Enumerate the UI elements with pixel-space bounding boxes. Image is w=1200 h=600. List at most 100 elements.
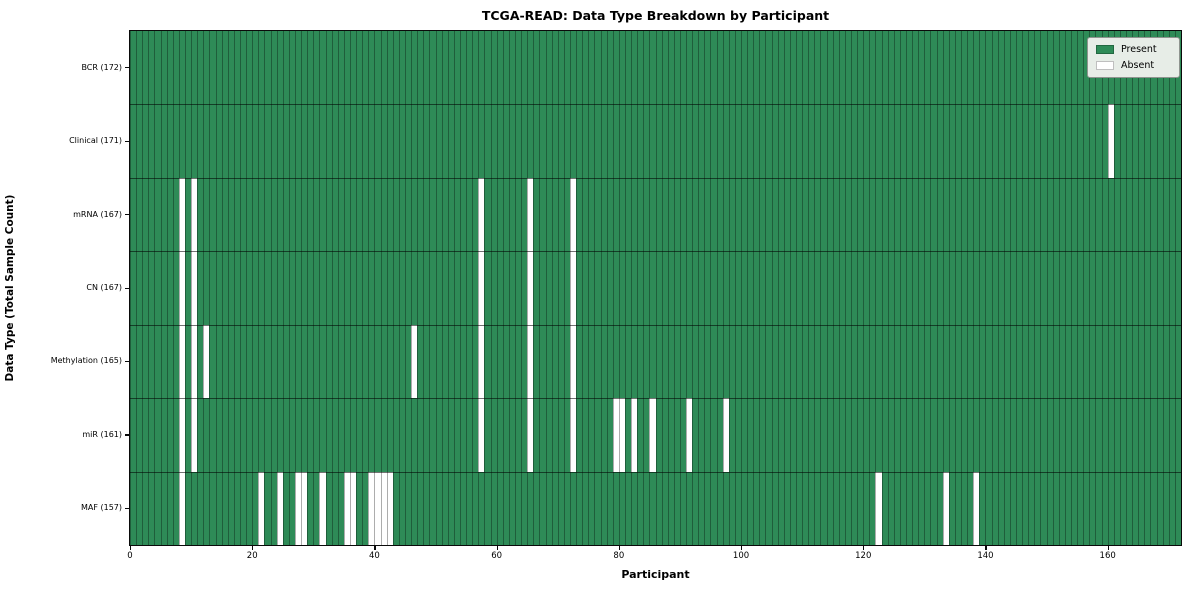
heatmap-cell <box>661 398 669 472</box>
heatmap-cell <box>1071 251 1078 325</box>
heatmap-cell <box>777 471 785 545</box>
heatmap-cell <box>307 324 314 399</box>
heatmap-cell <box>521 324 528 399</box>
heatmap-cell <box>606 31 614 105</box>
heatmap-cell <box>447 398 455 472</box>
heatmap-cell <box>906 104 913 178</box>
heatmap-cell <box>319 324 327 399</box>
heatmap-cell <box>184 251 192 325</box>
heatmap-cell <box>288 177 296 252</box>
heatmap-cell <box>765 398 773 472</box>
heatmap-cell <box>679 398 687 472</box>
heatmap-cell <box>826 398 834 472</box>
heatmap-cell <box>331 471 339 545</box>
heatmap-cell <box>1064 398 1072 472</box>
heatmap-cell <box>313 324 320 399</box>
heatmap-cell <box>301 324 308 399</box>
heatmap-cell <box>655 398 663 472</box>
heatmap-cell <box>576 251 583 325</box>
heatmap-cell <box>527 471 534 545</box>
heatmap-cell <box>667 398 675 472</box>
heatmap-cell <box>600 177 608 252</box>
heatmap-cell <box>380 31 388 105</box>
heatmap-cell <box>533 324 540 399</box>
x-tick-mark <box>1107 546 1109 550</box>
row-boundary-line <box>130 177 1181 179</box>
heatmap-cell <box>844 324 852 399</box>
heatmap-cell <box>148 251 155 325</box>
heatmap-cell <box>521 398 528 472</box>
heatmap-cell <box>148 398 155 472</box>
heatmap-cell <box>447 251 455 325</box>
heatmap-cell <box>820 398 828 472</box>
heatmap-cell <box>771 324 779 399</box>
heatmap-cell <box>637 104 644 178</box>
heatmap-cell <box>172 398 180 472</box>
heatmap-cell <box>808 104 815 178</box>
heatmap-cell <box>313 398 320 472</box>
heatmap-cell <box>863 31 870 105</box>
heatmap-cell <box>808 324 815 399</box>
heatmap-cell <box>484 31 492 105</box>
heatmap-cell <box>472 471 479 545</box>
heatmap-cell <box>979 251 986 325</box>
heatmap-cell <box>851 398 858 472</box>
heatmap-cell <box>233 398 241 472</box>
heatmap-cell <box>490 31 498 105</box>
heatmap-cell <box>349 398 357 472</box>
heatmap-cell <box>1058 251 1066 325</box>
heatmap-cell <box>796 104 803 178</box>
heatmap-cell <box>453 31 461 105</box>
legend-item: Present <box>1096 44 1171 55</box>
heatmap-cell <box>686 324 693 399</box>
heatmap-cell <box>191 398 198 472</box>
heatmap-cell <box>1064 324 1072 399</box>
heatmap-cell <box>343 471 351 545</box>
heatmap-cell <box>1077 398 1084 472</box>
heatmap-cell <box>166 177 174 252</box>
heatmap-cell <box>771 104 779 178</box>
heatmap-cell <box>631 398 638 472</box>
heatmap-cell <box>478 104 485 178</box>
heatmap-cell <box>478 471 485 545</box>
heatmap-cell <box>942 398 950 472</box>
heatmap-cell <box>392 104 400 178</box>
heatmap-cell <box>1095 398 1103 472</box>
heatmap-cell <box>618 31 626 105</box>
heatmap-cell <box>380 324 388 399</box>
heatmap-cell <box>863 471 870 545</box>
heatmap-cell <box>466 31 473 105</box>
heatmap-cell <box>936 324 944 399</box>
heatmap-cell <box>606 177 614 252</box>
heatmap-cell <box>924 104 931 178</box>
heatmap-cell <box>692 104 699 178</box>
heatmap-cell <box>478 398 485 472</box>
heatmap-cell <box>673 104 681 178</box>
heatmap-cell <box>154 104 162 178</box>
heatmap-cell <box>777 251 785 325</box>
heatmap-cell <box>569 324 577 399</box>
heatmap-cell <box>136 324 143 399</box>
heatmap-cell <box>618 177 626 252</box>
heatmap-cell <box>478 31 485 105</box>
heatmap-cell <box>838 31 846 105</box>
heatmap-cell <box>1034 251 1041 325</box>
heatmap-cell <box>777 31 785 105</box>
heatmap-cell <box>759 177 766 252</box>
heatmap-cell <box>563 398 571 472</box>
heatmap-cell <box>1022 177 1029 252</box>
heatmap-cell <box>789 324 797 399</box>
heatmap-cell <box>930 324 938 399</box>
heatmap-cell <box>716 31 724 105</box>
heatmap-cell <box>1126 398 1133 472</box>
heatmap-cell <box>728 31 736 105</box>
heatmap-cell <box>942 31 950 105</box>
heatmap-cell <box>337 324 345 399</box>
heatmap-cell <box>734 398 742 472</box>
heatmap-cell <box>282 324 290 399</box>
heatmap-cell <box>875 251 883 325</box>
heatmap-cell <box>802 324 809 399</box>
heatmap-cell <box>631 104 638 178</box>
heatmap-cell <box>374 104 382 178</box>
